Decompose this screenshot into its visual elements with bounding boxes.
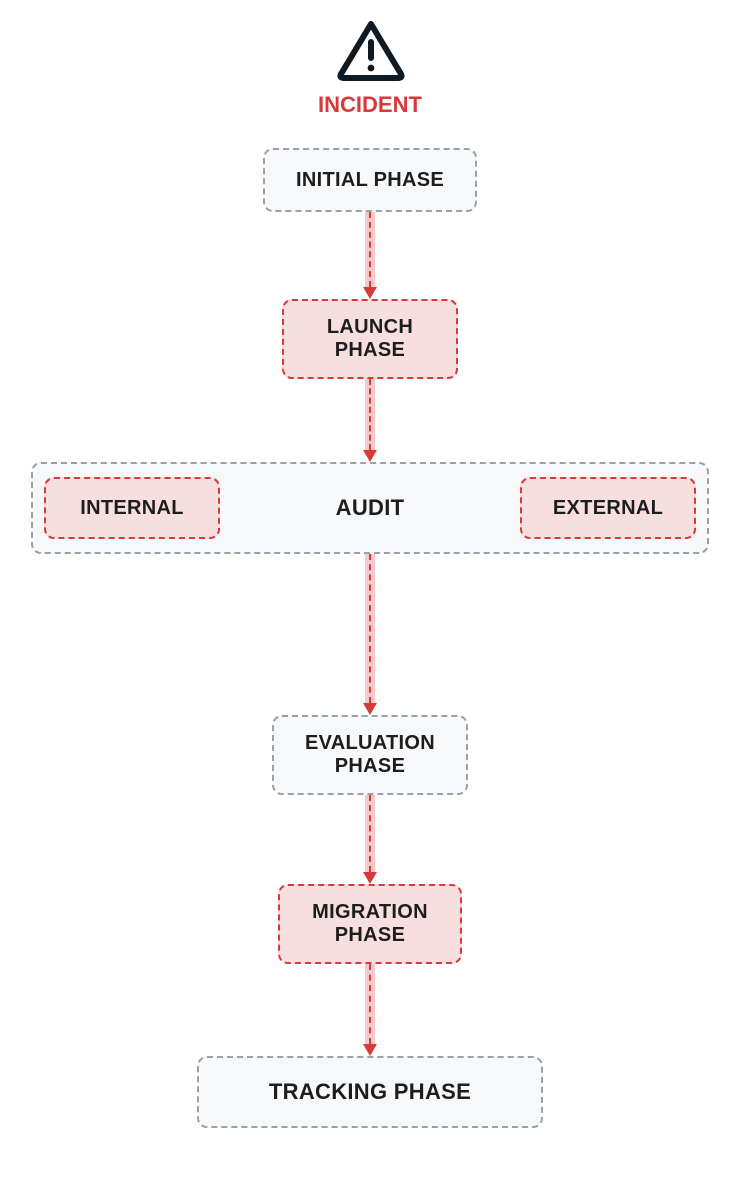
arrow-head-icon bbox=[363, 1044, 377, 1056]
arrow-stem-inner bbox=[369, 554, 371, 703]
arrow-head-icon bbox=[363, 450, 377, 462]
node-tracking: TRACKING PHASE bbox=[197, 1056, 543, 1128]
node-external: EXTERNAL bbox=[520, 477, 696, 539]
flowchart-canvas: INCIDENT INITIAL PHASELAUNCH PHASEAUDITI… bbox=[0, 0, 741, 1200]
node-launch: LAUNCH PHASE bbox=[282, 299, 458, 379]
arrow-stem-inner bbox=[369, 212, 371, 287]
arrow-stem-inner bbox=[369, 964, 371, 1044]
arrow-stem-inner bbox=[369, 795, 371, 872]
node-internal: INTERNAL bbox=[44, 477, 220, 539]
incident-label: INCIDENT bbox=[300, 92, 440, 118]
warning-triangle-icon bbox=[335, 18, 407, 82]
arrow-head-icon bbox=[363, 872, 377, 884]
arrow-stem-inner bbox=[369, 379, 371, 450]
node-evaluation: EVALUATION PHASE bbox=[272, 715, 468, 795]
arrow-head-icon bbox=[363, 287, 377, 299]
node-initial: INITIAL PHASE bbox=[263, 148, 477, 212]
arrow-head-icon bbox=[363, 703, 377, 715]
node-migration: MIGRATION PHASE bbox=[278, 884, 462, 964]
